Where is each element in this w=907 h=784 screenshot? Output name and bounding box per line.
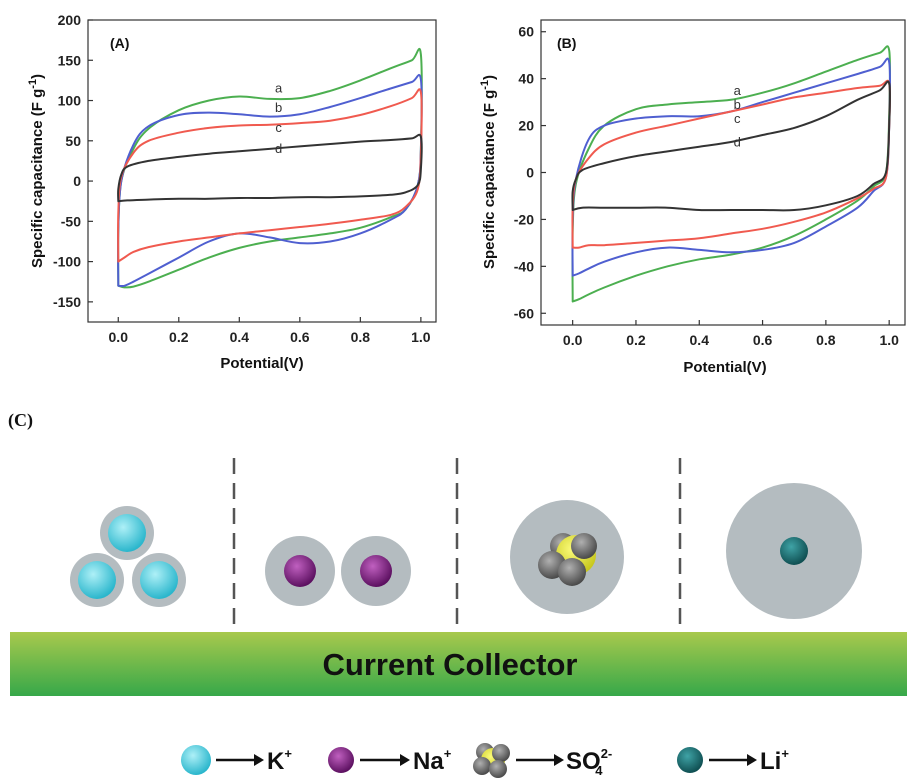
legend-item-li: Li+ [677, 746, 789, 775]
y-tick-label: -40 [514, 258, 534, 274]
hydrated-k-ion-group [70, 506, 186, 607]
current-collector-bar [10, 632, 907, 696]
na-ion-icon [328, 747, 354, 773]
current-collector-label: Current Collector [323, 647, 578, 682]
hydrated-na-ion-group [265, 536, 411, 606]
y-tick-label: -50 [61, 213, 81, 229]
y-tick-label: 0 [526, 165, 534, 181]
y-axis-label-a: Specific capacitance (F g-1) [27, 74, 46, 268]
legend-item-na: Na+ [328, 746, 452, 775]
plot-area-a: 0.0 0.2 0.4 0.6 0.8 1.0 -150 -100 -50 0 50 100 150 20… [53, 12, 431, 345]
x-tick-label: 0.8 [351, 329, 371, 345]
x-tick-label: 0.2 [169, 329, 189, 345]
series-d-line [117, 133, 423, 203]
hydrated-k-ion [132, 553, 186, 607]
y-tick-label: 0 [73, 173, 81, 189]
curve-label: b [275, 100, 282, 115]
y-axis-label-b: Specific capacitance (F g-1) [479, 75, 498, 269]
chart-panel-b: (B) 0.0 0.2 0.4 0.6 0.8 1.0 -60 -40 -20 0 20 40 60 ab… [479, 19, 906, 376]
panel-label-a: (A) [110, 35, 129, 51]
y-tick-label: -100 [53, 254, 81, 270]
x-tick-label: 1.0 [879, 332, 899, 348]
x-tick-label: 0.6 [753, 332, 773, 348]
k-ion-icon [181, 745, 211, 775]
panel-label-b: (B) [557, 35, 576, 51]
diagram-panel-c: (C) [8, 410, 907, 778]
x-tick-label: 0.8 [816, 332, 836, 348]
x-tick-label: 0.0 [563, 332, 583, 348]
legend-item-k: K+ [181, 745, 292, 775]
y-tick-label: 20 [518, 118, 534, 134]
x-tick-label: 0.4 [230, 329, 250, 345]
hydrated-na-ion [265, 536, 335, 606]
hydrated-k-ion [100, 506, 154, 560]
li-ion-icon [677, 747, 703, 773]
curve-label: d [734, 135, 741, 150]
x-axis-label-b: Potential(V) [683, 359, 766, 376]
chart-panel-a: (A) 0.0 0.2 0.4 0.6 0.8 1.0 -150 -100 -50 0 50 100 1… [27, 12, 437, 372]
x-tick-label: 0.4 [690, 332, 710, 348]
plot-frame-a [87, 19, 437, 323]
y-tick-label: 40 [518, 71, 534, 87]
x-tick-label: 1.0 [411, 329, 431, 345]
curve-label: a [734, 83, 742, 98]
y-tick-label: -150 [53, 294, 81, 310]
x-tick-label: 0.6 [290, 329, 310, 345]
sulfate-ion-icon [473, 743, 510, 778]
hydrated-na-ion [341, 536, 411, 606]
y-tick-label: -20 [514, 211, 534, 227]
curve-label: d [275, 141, 282, 156]
y-tick-label: -60 [514, 305, 534, 321]
x-axis-label-a: Potential(V) [220, 355, 303, 372]
y-tick-label: 100 [58, 93, 82, 109]
ion-legend: K+ Na+ SO2-4 [181, 743, 789, 778]
legend-label-sulfate: SO2-4 [566, 746, 612, 778]
curve-label: c [275, 120, 282, 135]
hydrated-li-ion [726, 483, 862, 619]
legend-label-li: Li+ [760, 746, 789, 775]
curve-label: b [734, 97, 741, 112]
series-a-line [117, 47, 423, 289]
y-tick-label: 150 [58, 52, 82, 68]
hydrated-k-ion [70, 553, 124, 607]
plot-frame-b [540, 19, 906, 326]
y-tick-label: 50 [65, 133, 81, 149]
series-b-line [117, 74, 423, 288]
y-tick-label: 60 [518, 24, 534, 40]
curve-label: a [275, 80, 283, 95]
hydrated-sulfate-ion [510, 500, 624, 614]
legend-item-sulfate: SO2-4 [473, 743, 612, 778]
x-tick-label: 0.0 [109, 329, 129, 345]
curve-label: c [734, 111, 741, 126]
series-c-line [571, 79, 892, 249]
legend-label-na: Na+ [413, 746, 452, 775]
legend-label-k: K+ [267, 746, 292, 775]
x-tick-label: 0.2 [626, 332, 646, 348]
y-tick-label: 200 [58, 12, 82, 28]
series-c-line [117, 88, 423, 263]
series-a-line [571, 45, 892, 303]
series-d-line [571, 80, 892, 212]
panel-label-c: (C) [8, 410, 33, 431]
